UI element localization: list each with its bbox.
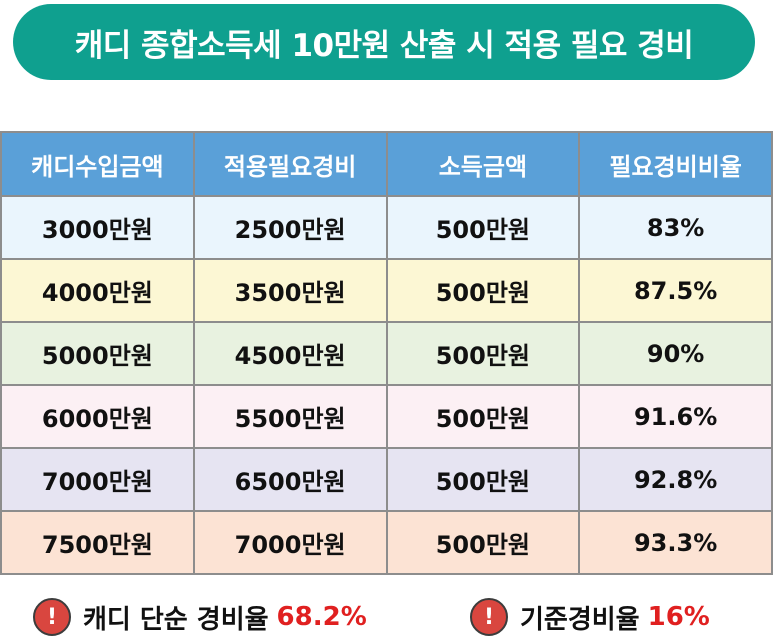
table-row: 7500만원 7000만원 500만원 93.3%: [0, 510, 773, 575]
expense-table: 캐디수입금액 적용필요경비 소득금액 필요경비비율 3000만원 2500만원 …: [0, 131, 773, 575]
footnotes: ! 캐디 단순 경비율 68.2% ! 기준경비율 16%: [0, 598, 773, 638]
table-row: 6000만원 5500만원 500만원 91.6%: [0, 384, 773, 449]
cell-income: 6000만원: [0, 384, 195, 449]
column-header-required-expense: 적용필요경비: [192, 131, 388, 197]
cell-income-amount: 500만원: [385, 321, 581, 386]
cell-income-amount: 500만원: [385, 195, 581, 260]
cell-required-expense: 4500만원: [192, 321, 388, 386]
exclamation-icon: !: [470, 598, 508, 636]
column-header-income-amount: 소득금액: [385, 131, 581, 197]
exclamation-icon: !: [33, 598, 71, 636]
column-header-expense-ratio: 필요경비비율: [578, 131, 773, 197]
cell-expense-ratio: 87.5%: [578, 258, 773, 323]
page-title: 캐디 종합소득세 10만원 산출 시 적용 필요 경비: [13, 4, 755, 80]
cell-expense-ratio: 83%: [578, 195, 773, 260]
standard-expense-rate-note: ! 기준경비율 16%: [470, 598, 710, 636]
cell-income-amount: 500만원: [385, 384, 581, 449]
note-label: 기준경비율: [520, 604, 640, 635]
table-row: 5000만원 4500만원 500만원 90%: [0, 321, 773, 386]
note-label: 캐디 단순 경비율: [83, 604, 269, 635]
cell-income-amount: 500만원: [385, 510, 581, 575]
cell-income-amount: 500만원: [385, 447, 581, 512]
note-value: 68.2%: [276, 602, 367, 632]
table-header-row: 캐디수입금액 적용필요경비 소득금액 필요경비비율: [0, 131, 773, 197]
cell-income: 5000만원: [0, 321, 195, 386]
cell-expense-ratio: 92.8%: [578, 447, 773, 512]
cell-expense-ratio: 91.6%: [578, 384, 773, 449]
cell-income: 7000만원: [0, 447, 195, 512]
simple-expense-rate-note: ! 캐디 단순 경비율 68.2%: [33, 598, 367, 636]
cell-expense-ratio: 90%: [578, 321, 773, 386]
note-value: 16%: [647, 602, 710, 632]
cell-required-expense: 5500만원: [192, 384, 388, 449]
table-row: 4000만원 3500만원 500만원 87.5%: [0, 258, 773, 323]
table-row: 7000만원 6500만원 500만원 92.8%: [0, 447, 773, 512]
cell-required-expense: 3500만원: [192, 258, 388, 323]
cell-income: 3000만원: [0, 195, 195, 260]
cell-required-expense: 7000만원: [192, 510, 388, 575]
table-row: 3000만원 2500만원 500만원 83%: [0, 195, 773, 260]
cell-income: 7500만원: [0, 510, 195, 575]
cell-expense-ratio: 93.3%: [578, 510, 773, 575]
cell-income: 4000만원: [0, 258, 195, 323]
column-header-income: 캐디수입금액: [0, 131, 195, 197]
cell-income-amount: 500만원: [385, 258, 581, 323]
cell-required-expense: 6500만원: [192, 447, 388, 512]
cell-required-expense: 2500만원: [192, 195, 388, 260]
